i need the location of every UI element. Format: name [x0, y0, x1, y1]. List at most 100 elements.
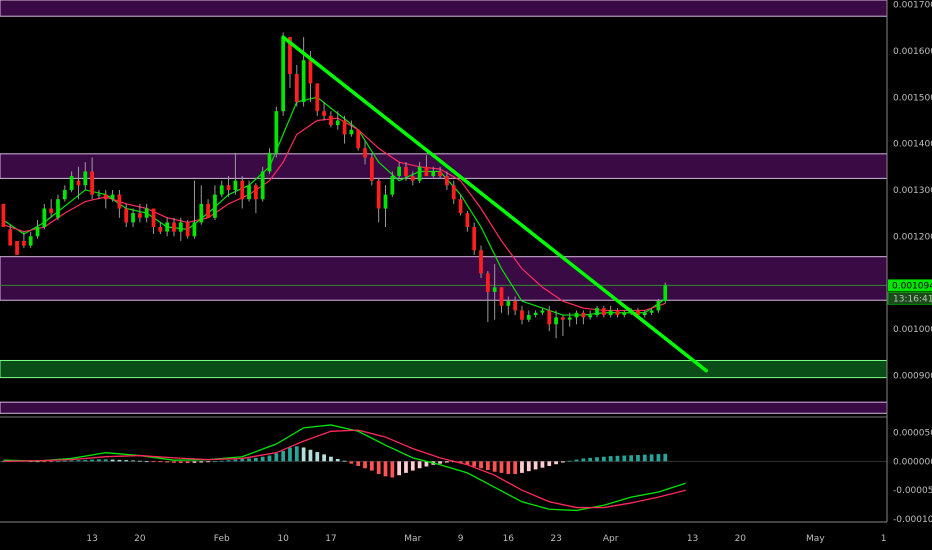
candle — [274, 106, 279, 158]
macd-histogram-bar — [213, 461, 217, 463]
macd-histogram-bar — [62, 460, 67, 462]
macd-histogram-bar — [219, 460, 224, 462]
candle — [561, 315, 565, 336]
price-tick-label: 0.001300 — [893, 186, 932, 196]
macd-histogram-bar — [206, 461, 210, 463]
candle — [465, 210, 470, 232]
macd-histogram-bar — [506, 461, 511, 475]
macd-histogram-bar — [363, 461, 367, 469]
candle — [1, 203, 6, 228]
candle — [513, 296, 518, 316]
macd-histogram-bar — [83, 459, 88, 462]
candle — [533, 310, 538, 318]
candle — [117, 189, 122, 218]
time-tick-label: 20 — [735, 534, 747, 544]
candle — [110, 189, 115, 202]
candle — [8, 224, 13, 246]
macd-histogram-bar — [226, 460, 231, 462]
resistance-zone-1[interactable] — [0, 153, 888, 179]
candle — [76, 166, 81, 200]
macd-histogram-bar — [144, 461, 149, 463]
macd-histogram-bar — [533, 461, 538, 470]
macd-histogram-bar — [151, 461, 156, 463]
candle — [404, 162, 408, 181]
candle — [588, 310, 593, 320]
candle — [363, 141, 367, 165]
candle — [97, 189, 101, 200]
candle — [22, 231, 26, 248]
candle — [649, 308, 654, 316]
candle — [656, 298, 661, 313]
resistance-zone-3[interactable] — [0, 401, 888, 414]
macd-histogram-bar — [642, 454, 647, 462]
time-tick-label: 1 — [881, 534, 887, 544]
candle — [158, 222, 163, 234]
candle — [342, 115, 347, 144]
macd-tick-label: 0.000050 — [893, 428, 932, 438]
candle — [547, 305, 552, 332]
price-tick-label: 0.001400 — [893, 140, 932, 150]
candle — [172, 217, 176, 237]
macd-histogram-bar — [322, 454, 326, 462]
macd-histogram-bar — [110, 459, 115, 462]
macd-histogram-bar — [35, 461, 40, 463]
macd-histogram-bar — [308, 449, 313, 462]
candle — [595, 305, 599, 318]
candle — [390, 171, 395, 197]
macd-histogram-bar — [137, 460, 142, 462]
candle — [219, 180, 224, 197]
candle — [192, 180, 197, 239]
macd-histogram-bar — [199, 461, 204, 463]
price-tick-label: 0.001500 — [893, 93, 932, 103]
time-tick-label: Feb — [214, 534, 230, 544]
macd-histogram-bar — [397, 461, 402, 476]
macd-histogram-bar — [247, 458, 251, 462]
macd-histogram-bar — [383, 461, 388, 477]
macd-histogram-bar — [561, 461, 565, 463]
macd-histogram-bar — [349, 461, 354, 464]
resistance-zone-0[interactable] — [0, 0, 888, 17]
macd-histogram-bar — [390, 461, 395, 478]
macd-histogram-bar — [288, 447, 292, 462]
candle — [233, 152, 238, 195]
candle — [124, 203, 129, 228]
candle — [397, 162, 402, 179]
macd-histogram-bar — [595, 457, 599, 462]
macd-histogram-bar — [56, 461, 60, 463]
candle — [206, 199, 210, 218]
macd-histogram-bar — [540, 461, 545, 468]
support-zone-4[interactable] — [0, 359, 888, 379]
macd-histogram-bar — [356, 461, 361, 466]
macd-histogram-bar — [581, 458, 586, 462]
candle — [601, 305, 606, 318]
candle — [131, 208, 135, 228]
macd-histogram-bar — [472, 461, 477, 467]
macd-histogram-bar — [410, 461, 415, 471]
macd-histogram-bar — [499, 461, 504, 473]
candle — [356, 129, 361, 151]
candle — [28, 231, 33, 248]
macd-histogram-bar — [90, 459, 94, 462]
macd-histogram-bar — [424, 461, 429, 467]
macd-histogram-bar — [335, 459, 340, 462]
macd-tick-label: 0.000000 — [893, 457, 932, 467]
macd-histogram-bar — [445, 461, 449, 463]
candle — [322, 101, 326, 121]
time-tick-label: Mar — [404, 534, 421, 544]
moving-average-line-1 — [3, 117, 666, 312]
candle — [185, 220, 190, 239]
candle — [281, 32, 286, 116]
candle — [35, 220, 40, 239]
trendline[interactable] — [281, 35, 708, 373]
macd-histogram-bar — [458, 461, 463, 464]
candle — [663, 282, 668, 304]
candle — [383, 185, 388, 228]
macd-histogram-bar — [567, 460, 572, 462]
macd-histogram-bar — [185, 461, 190, 464]
candle — [526, 310, 531, 323]
candle — [56, 194, 60, 221]
candle — [431, 166, 436, 179]
macd-histogram-bar — [526, 461, 531, 472]
resistance-zone-2[interactable] — [0, 256, 888, 301]
